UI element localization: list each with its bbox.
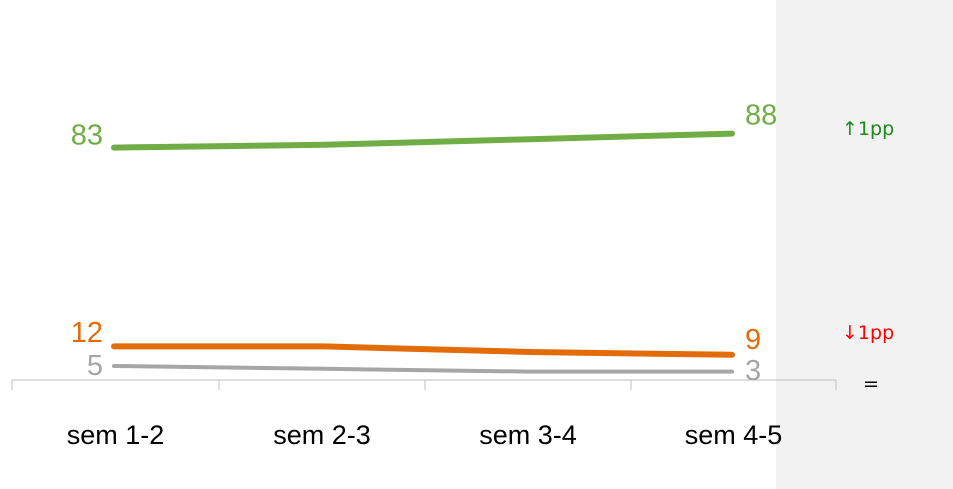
data-label-start: 83 [71, 120, 103, 152]
x-tick-label: sem 4-5 [685, 420, 783, 450]
data-label-start: 5 [87, 350, 103, 382]
data-label-end: 88 [745, 100, 777, 132]
change-indicator-gray: = [863, 373, 879, 395]
x-tick-label: sem 1-2 [67, 420, 165, 450]
series-group [111, 130, 735, 374]
change-indicator-orange: ↓1pp [842, 322, 895, 344]
x-tick-label: sem 3-4 [479, 420, 577, 450]
change-indicator-green: ↑1pp [842, 118, 895, 140]
x-tick-label: sem 2-3 [273, 420, 371, 450]
series-line [111, 343, 735, 358]
x-axis: sem 1-2 sem 2-3 sem 3-4 sem 4-5 [11, 379, 837, 450]
series-line [111, 130, 735, 151]
side-panel [776, 0, 953, 489]
data-label-end: 3 [745, 355, 761, 387]
data-label-end: 9 [745, 324, 761, 356]
series-line [112, 364, 734, 374]
data-label-start: 12 [71, 317, 103, 349]
data-labels: 83 88 12 9 5 3 [71, 100, 778, 387]
